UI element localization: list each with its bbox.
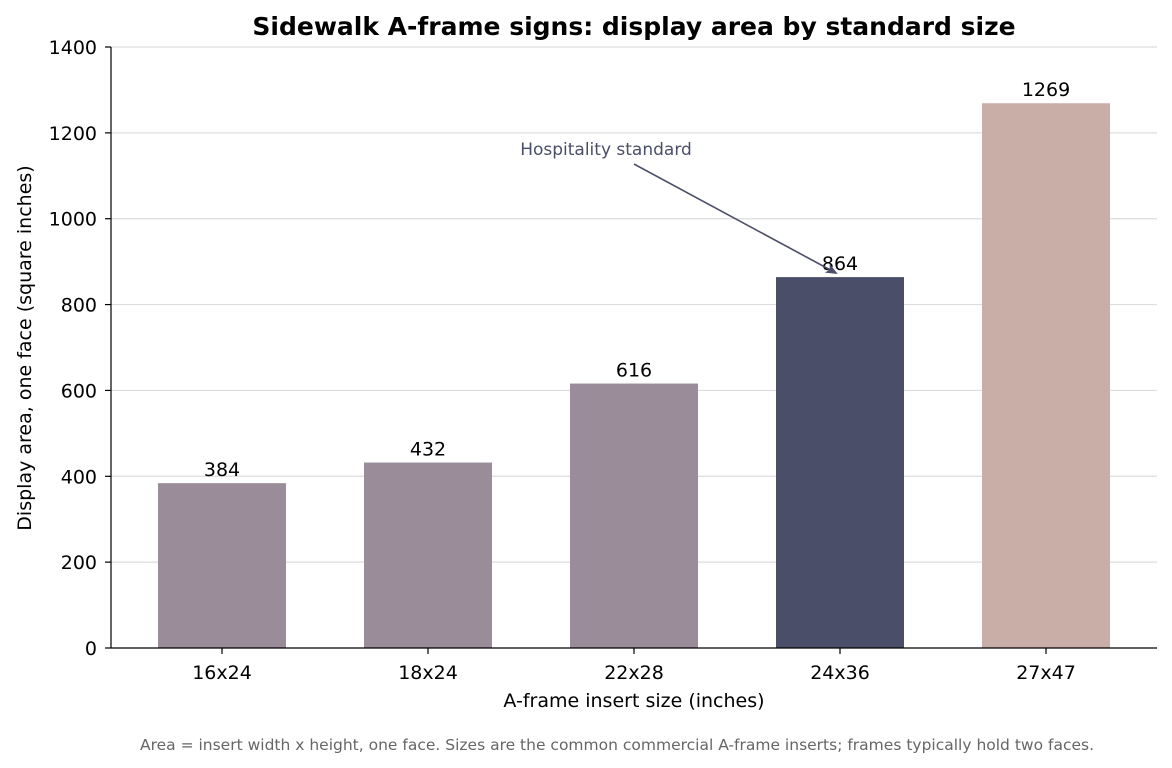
value-label-18x24: 432 <box>410 439 446 461</box>
y-tick-label: 200 <box>61 552 97 574</box>
bar-18x24 <box>364 462 492 648</box>
y-tick-label: 0 <box>85 638 97 660</box>
annotation-arrow <box>633 163 838 274</box>
bar-22x28 <box>570 383 698 648</box>
ticks: 0 200 400 600 800 1000 1200 1400 16x24 18x24 22x28… <box>49 37 1076 684</box>
x-tick-label: 24x36 <box>810 662 870 684</box>
bar-24x36 <box>776 277 904 648</box>
y-axis-label: Display area, one face (square inches) <box>14 165 36 530</box>
value-label-27x47: 1269 <box>1022 79 1070 101</box>
annotation-text: Hospitality standard <box>520 140 692 160</box>
chart-title: Sidewalk A-frame signs: display area by … <box>252 12 1015 41</box>
bar-16x24 <box>158 483 286 648</box>
y-tick-label: 1400 <box>49 37 97 59</box>
x-axis-label: A-frame insert size (inches) <box>503 690 764 712</box>
y-tick-label: 400 <box>61 466 97 488</box>
value-label-22x28: 616 <box>616 360 652 382</box>
footnote: Area = insert width x height, one face. … <box>140 736 1094 754</box>
bars <box>158 103 1110 648</box>
bar-27x47 <box>982 103 1110 648</box>
annotation: Hospitality standard <box>520 140 838 274</box>
value-label-16x24: 384 <box>204 459 240 481</box>
y-tick-label: 1200 <box>49 123 97 145</box>
x-tick-label: 18x24 <box>398 662 458 684</box>
x-tick-label: 27x47 <box>1016 662 1076 684</box>
x-tick-label: 16x24 <box>192 662 252 684</box>
x-tick-label: 22x28 <box>604 662 664 684</box>
y-tick-label: 800 <box>61 295 97 317</box>
y-tick-label: 1000 <box>49 209 97 231</box>
y-tick-label: 600 <box>61 380 97 402</box>
value-label-24x36: 864 <box>822 253 858 275</box>
